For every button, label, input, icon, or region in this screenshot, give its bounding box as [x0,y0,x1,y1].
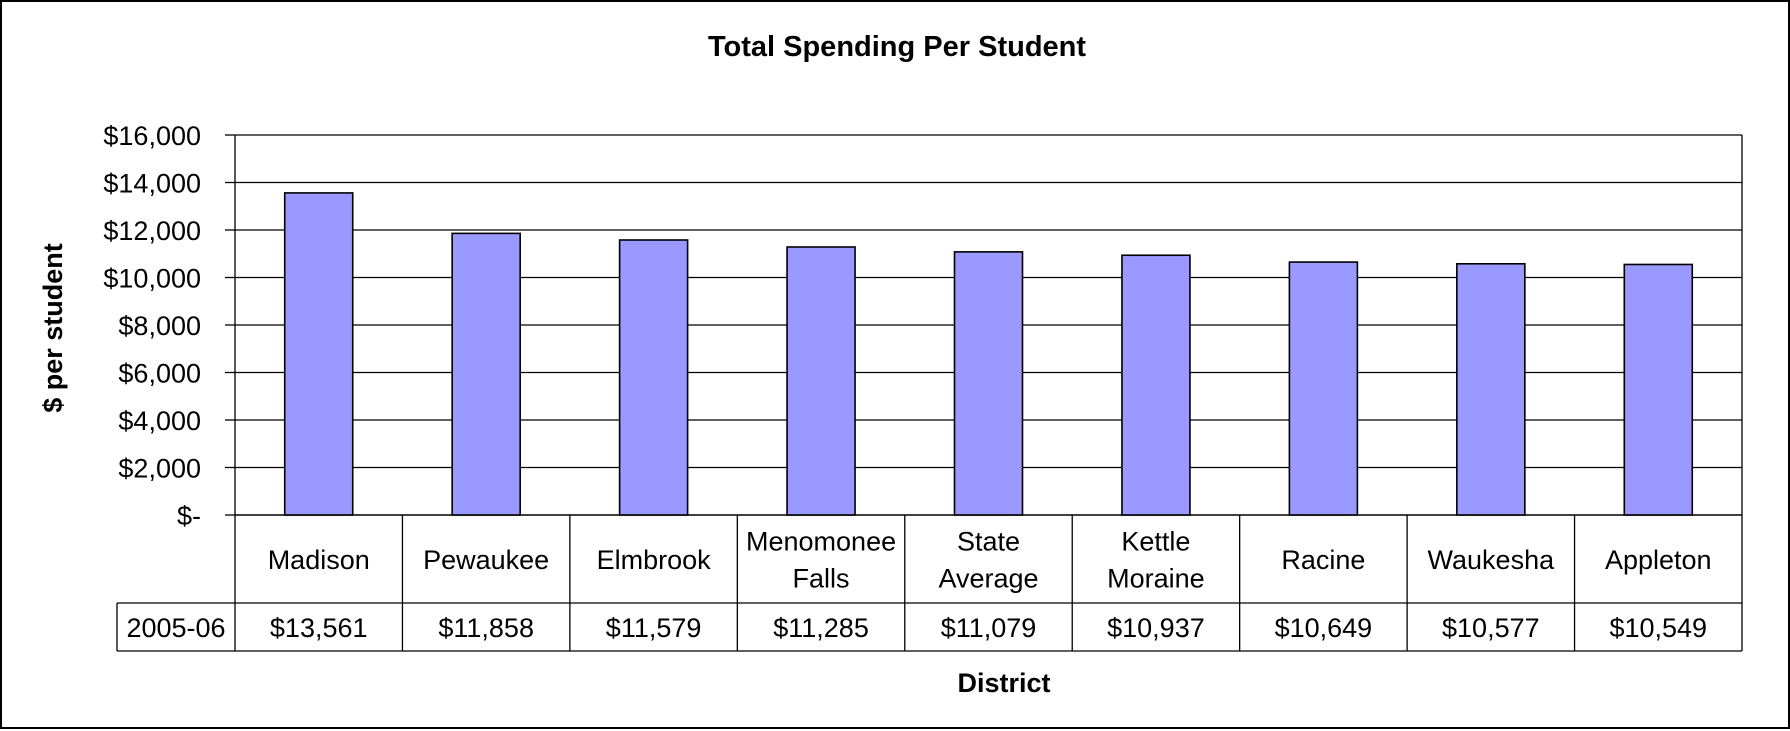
x-category-label: Kettle [1121,527,1190,557]
y-tick-label: $4,000 [118,406,201,436]
bar [283,192,354,516]
data-value-cell: $10,649 [1275,613,1373,643]
data-value-cell: $11,079 [941,613,1037,643]
bars [283,192,1694,516]
x-category-label: Appleton [1605,545,1712,575]
data-value-cell: $10,937 [1107,613,1205,643]
y-tick-label: $8,000 [118,311,201,341]
data-value-cell: $13,561 [270,613,368,643]
x-category-label: Racine [1281,545,1365,575]
y-ticks: $- $2,000 $4,000 $6,000 $8,000 $10,000 $12,000… [103,121,201,531]
bar [953,251,1024,516]
x-category-label: Elmbrook [597,545,712,575]
chart-title: Total Spending Per Student [708,31,1086,63]
x-category-label: Waukesha [1428,545,1556,575]
y-tick-label: $12,000 [103,216,201,246]
bar [1288,261,1359,516]
x-category-label: Menomonee [746,527,896,557]
y-axis-title: $ per student [38,243,68,413]
series-name-cell: 2005-06 [126,613,225,643]
x-category-label: Falls [793,564,850,594]
bar [1456,262,1526,516]
x-category-label: Average [938,564,1038,594]
data-value-cell: $10,577 [1442,613,1540,643]
bar [451,232,521,516]
x-axis-title: District [957,668,1050,698]
bar [618,239,689,516]
y-tick-label: $6,000 [118,359,201,389]
x-category-label: State [957,527,1020,557]
data-table: Madison Pewaukee Elmbrook Menomonee Falls Sta… [116,515,1743,652]
data-value-cell: $11,858 [438,613,534,643]
x-category-label: Pewaukee [423,545,549,575]
bar [1121,254,1191,516]
x-category-label: Moraine [1107,564,1205,594]
data-value-cell: $11,285 [773,613,869,643]
bar [1623,263,1694,516]
y-tick-label: $2,000 [118,454,201,484]
y-tick-label: $- [177,501,201,531]
y-tick-label: $10,000 [103,264,201,294]
bar [786,246,856,516]
data-value-cell: $11,579 [606,613,702,643]
y-tick-label: $14,000 [103,169,201,199]
data-value-cell: $10,549 [1609,613,1707,643]
x-category-label: Madison [268,545,370,575]
y-tick-label: $16,000 [103,121,201,151]
